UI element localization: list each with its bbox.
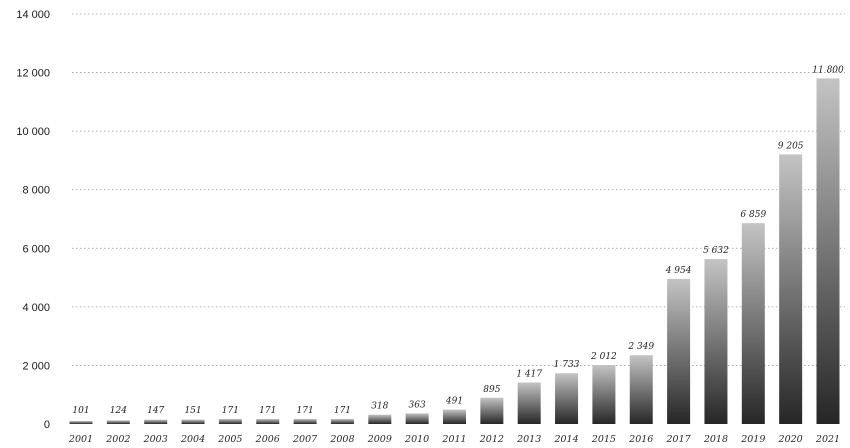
x-tick-label: 2021 bbox=[815, 434, 840, 445]
data-label: 895 bbox=[483, 385, 500, 395]
bar bbox=[480, 397, 504, 424]
data-label: 171 bbox=[297, 406, 314, 416]
bar bbox=[106, 420, 130, 424]
data-label: 2 012 bbox=[590, 352, 617, 362]
x-tick-label: 2006 bbox=[255, 434, 280, 445]
x-tick-label: 2005 bbox=[217, 434, 242, 445]
y-tick-label: 12 000 bbox=[16, 68, 50, 80]
x-tick-label: 2003 bbox=[143, 434, 168, 445]
bar bbox=[256, 418, 280, 424]
y-tick-label: 4 000 bbox=[22, 302, 50, 314]
data-label: 147 bbox=[147, 406, 164, 416]
y-tick-label: 14 000 bbox=[16, 9, 50, 21]
x-tick-label: 2014 bbox=[553, 434, 578, 445]
y-tick-label: 2 000 bbox=[22, 360, 50, 372]
data-label: 9 205 bbox=[778, 141, 804, 151]
bar bbox=[704, 259, 728, 424]
bar bbox=[144, 419, 168, 424]
data-label: 171 bbox=[334, 406, 351, 416]
x-tick-label: 2015 bbox=[591, 434, 616, 445]
x-tick-label: 2007 bbox=[292, 434, 318, 445]
data-label: 11 800 bbox=[812, 65, 844, 75]
data-label: 101 bbox=[72, 406, 89, 416]
bar bbox=[218, 418, 242, 424]
x-tick-label: 2010 bbox=[404, 434, 429, 445]
bar bbox=[330, 418, 354, 424]
x-tick-label: 2012 bbox=[479, 434, 504, 445]
data-labels: 101 124 147 151 171 171 171 171 318 363 491 895 1 41… bbox=[72, 65, 844, 416]
bar bbox=[517, 382, 541, 424]
y-tick-label: 0 bbox=[44, 419, 50, 431]
bar bbox=[368, 414, 392, 424]
data-label: 1 417 bbox=[516, 370, 542, 380]
x-axis-tick-labels: 2001 2002 2003 2004 2005 2006 2007 2008 2009 2010… bbox=[68, 434, 840, 445]
bars bbox=[69, 78, 840, 425]
x-tick-label: 2013 bbox=[516, 434, 541, 445]
data-label: 151 bbox=[184, 406, 201, 416]
x-tick-label: 2016 bbox=[628, 434, 653, 445]
gridlines bbox=[72, 13, 845, 366]
x-tick-label: 2018 bbox=[703, 434, 728, 445]
bar bbox=[443, 409, 466, 424]
data-label: 2 349 bbox=[627, 342, 654, 352]
y-axis-tick-labels: 0 2 000 4 000 6 000 8 000 10 000 12 000 14 000 bbox=[16, 9, 50, 431]
y-tick-label: 8 000 bbox=[22, 185, 50, 197]
data-label: 171 bbox=[222, 406, 239, 416]
data-label: 363 bbox=[409, 400, 426, 410]
data-label: 4 954 bbox=[665, 266, 692, 276]
x-tick-label: 2009 bbox=[367, 434, 392, 445]
bar bbox=[405, 413, 429, 424]
bar bbox=[293, 418, 317, 424]
x-tick-label: 2020 bbox=[778, 434, 803, 445]
data-label: 491 bbox=[445, 397, 463, 407]
bar bbox=[779, 154, 803, 425]
x-tick-label: 2001 bbox=[68, 434, 93, 445]
x-tick-label: 2002 bbox=[105, 434, 130, 445]
bar bbox=[741, 223, 765, 424]
bar bbox=[629, 355, 653, 424]
y-tick-label: 10 000 bbox=[16, 126, 50, 138]
data-label: 124 bbox=[110, 406, 127, 416]
x-tick-label: 2008 bbox=[329, 434, 354, 445]
x-tick-label: 2011 bbox=[441, 434, 466, 445]
bar bbox=[592, 365, 616, 424]
data-label: 6 859 bbox=[740, 210, 766, 220]
bar bbox=[816, 78, 840, 424]
data-label: 171 bbox=[259, 406, 276, 416]
x-tick-label: 2004 bbox=[180, 434, 205, 445]
bar bbox=[555, 373, 579, 424]
bar bbox=[181, 419, 205, 424]
bar bbox=[667, 278, 691, 424]
data-label: 1 733 bbox=[554, 360, 580, 370]
x-tick-label: 2017 bbox=[666, 434, 692, 445]
bar bbox=[69, 421, 93, 424]
y-tick-label: 6 000 bbox=[22, 243, 50, 255]
data-label: 5 632 bbox=[703, 246, 729, 256]
x-tick-label: 2019 bbox=[740, 434, 765, 445]
data-label: 318 bbox=[371, 402, 388, 412]
